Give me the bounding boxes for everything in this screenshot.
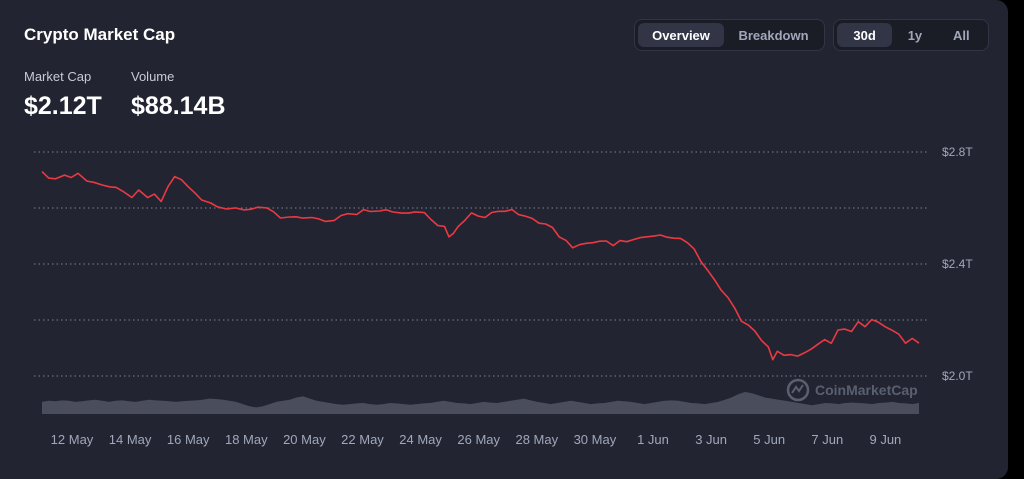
volume-label: Volume bbox=[131, 69, 175, 84]
range-1y[interactable]: 1y bbox=[907, 27, 923, 43]
x-tick-label: 3 Jun bbox=[695, 432, 727, 447]
x-tick-label: 9 Jun bbox=[869, 432, 901, 447]
y-tick-label: $2.0T bbox=[942, 369, 973, 383]
market-cap-value: $2.12T bbox=[24, 92, 102, 120]
market-cap-label: Market Cap bbox=[24, 69, 92, 84]
coinmarketcap-watermark: CoinMarketCap bbox=[786, 378, 918, 402]
x-tick-label: 5 Jun bbox=[753, 432, 785, 447]
x-tick-label: 24 May bbox=[399, 432, 442, 447]
coinmarketcap-logo-mark bbox=[791, 384, 804, 394]
volume-value: $88.14B bbox=[131, 92, 226, 120]
gridlines bbox=[34, 151, 928, 377]
volume-bars bbox=[42, 392, 919, 414]
x-tick-label: 30 May bbox=[574, 432, 617, 447]
range-all[interactable]: All bbox=[953, 27, 970, 43]
range-toggle: 30d 1y All bbox=[833, 19, 989, 51]
tab-breakdown[interactable]: Breakdown bbox=[738, 27, 809, 43]
watermark-text: CoinMarketCap bbox=[815, 382, 918, 398]
tab-overview[interactable]: Overview bbox=[638, 23, 724, 47]
view-toggle: Overview Breakdown bbox=[634, 19, 825, 51]
card-title: Crypto Market Cap bbox=[24, 25, 176, 44]
x-tick-label: 16 May bbox=[167, 432, 210, 447]
x-tick-label: 14 May bbox=[109, 432, 152, 447]
y-tick-label: $2.8T bbox=[942, 145, 973, 159]
x-tick-label: 20 May bbox=[283, 432, 326, 447]
x-tick-label: 22 May bbox=[341, 432, 384, 447]
x-tick-label: 26 May bbox=[457, 432, 500, 447]
x-tick-label: 12 May bbox=[51, 432, 94, 447]
coinmarketcap-logo-icon bbox=[786, 378, 810, 402]
x-tick-label: 18 May bbox=[225, 432, 268, 447]
x-axis-ticks: 12 May 14 May 16 May 18 May 20 May 22 May 24 M… bbox=[51, 432, 902, 447]
x-tick-label: 1 Jun bbox=[637, 432, 669, 447]
x-tick-label: 28 May bbox=[515, 432, 558, 447]
volume-area bbox=[42, 392, 919, 414]
y-tick-label: $2.4T bbox=[942, 257, 973, 271]
y-axis-ticks: $2.8T $2.4T $2.0T bbox=[942, 145, 973, 383]
market-cap-line bbox=[41, 171, 920, 361]
range-30d[interactable]: 30d bbox=[837, 23, 893, 47]
x-tick-label: 7 Jun bbox=[811, 432, 843, 447]
